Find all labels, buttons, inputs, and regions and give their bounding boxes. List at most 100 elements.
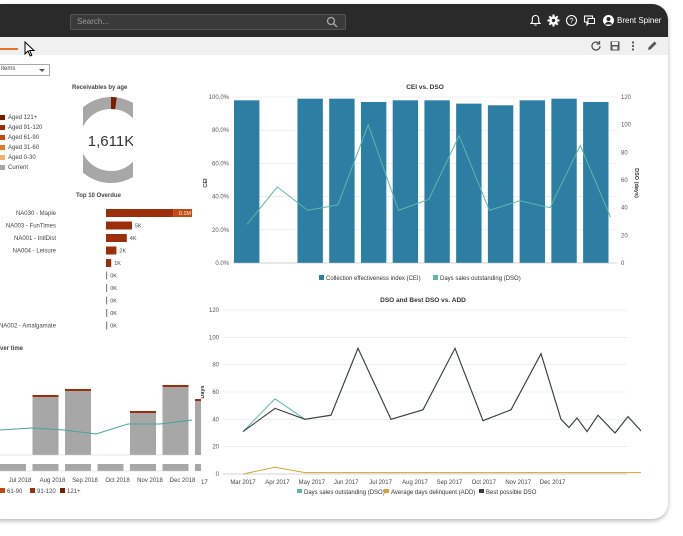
- overdue-bar: [106, 284, 108, 292]
- y-tick-label: 80.0%: [212, 128, 230, 134]
- aging-bar-overdue: [32, 395, 59, 397]
- refresh-icon[interactable]: [590, 40, 602, 52]
- legend-label: Average days delinquent (ADD): [391, 490, 475, 496]
- x-tick-label: Jun 2017: [334, 480, 359, 486]
- dso-vs-add-chart: DSO and Best DSO vs. ADD 0 20 40 60 80 100 120 D…: [201, 297, 641, 496]
- y2-tick-label: 20: [621, 233, 628, 239]
- search-placeholder: Search...: [77, 17, 110, 26]
- aging-bar-lower: [0, 464, 26, 471]
- legend-swatch: [297, 489, 302, 493]
- x-tick-label: Oct 2018: [105, 478, 130, 484]
- filter-dropdown[interactable]: items: [0, 64, 50, 76]
- overdue-value-label: 0K: [110, 324, 117, 330]
- legend-label: Aged 61-90: [8, 135, 40, 141]
- aging-bar-lower: [195, 464, 201, 471]
- active-tab-indicator: [0, 48, 18, 50]
- chevron-down-icon: [39, 69, 45, 72]
- y2-tick-label: 0: [621, 261, 625, 267]
- legend-swatch: [433, 275, 438, 280]
- y-tick-label: 60.0%: [212, 161, 230, 167]
- x-tick-label: Jul 2018: [9, 478, 32, 484]
- overdue-customer-label: NA004 - Leisure: [13, 249, 57, 255]
- overdue-value-label: 1K: [114, 261, 121, 267]
- cei-bar: [456, 103, 482, 263]
- legend-swatch: [0, 155, 5, 160]
- x-tick-label: Nov 2017: [505, 480, 531, 486]
- legend-swatch: [60, 488, 65, 493]
- help-icon[interactable]: ?: [565, 14, 578, 27]
- receivables-title: Receivables by age: [72, 85, 128, 91]
- x-tick-label: Aug 2017: [402, 480, 428, 486]
- legend-swatch: [0, 145, 5, 150]
- legend-swatch: [0, 115, 5, 120]
- overdue-bar: [106, 209, 174, 217]
- legend-swatch: [319, 275, 324, 280]
- legend-label: Aged 91-120: [8, 125, 43, 131]
- trend-line: [0, 419, 193, 435]
- x-tick-label: Aug 2018: [40, 478, 66, 484]
- legend-label: Days sales outstanding (DSO): [304, 490, 385, 496]
- overdue-bar: [106, 321, 108, 330]
- aging-bar-overdue: [162, 385, 189, 387]
- gear-icon[interactable]: [547, 14, 560, 27]
- overdue-value-label: 0K: [110, 286, 117, 292]
- legend-label: Best possible DSO: [486, 490, 537, 496]
- chat-icon[interactable]: [583, 14, 596, 27]
- search-input[interactable]: Search...: [70, 14, 346, 30]
- series-line: [242, 346, 641, 434]
- over-time-title: ver time: [0, 346, 24, 352]
- overdue-bar: [106, 221, 132, 230]
- top10-chart: NA030 - Maple 0.1M NA003 - FunTimes 5K NA001…: [0, 209, 192, 330]
- chart-title: CEI vs. DSO: [406, 84, 444, 91]
- svg-text:?: ?: [569, 16, 573, 25]
- y-tick-label: 0.0%: [215, 261, 229, 267]
- legend-swatch: [30, 488, 35, 493]
- x-tick-label: Oct 2017: [472, 480, 497, 486]
- aging-bar-current: [195, 401, 201, 455]
- cei-bar: [234, 100, 260, 263]
- y2-tick-label: 120: [621, 95, 632, 101]
- edit-icon[interactable]: [646, 40, 658, 52]
- search-icon: [326, 16, 338, 28]
- legend-swatch: [479, 489, 484, 493]
- overdue-customer-label: NA001 - IntlDist: [14, 236, 56, 242]
- aging-bar-lower: [162, 464, 189, 471]
- legend-swatch: [0, 165, 5, 170]
- y2-tick-label: 40: [621, 206, 628, 212]
- overdue-value-label: 0K: [110, 311, 117, 317]
- user-name[interactable]: Brent Spiner: [617, 16, 662, 25]
- x-tick-label: 17: [201, 480, 208, 486]
- series-line: [242, 347, 641, 434]
- y-axis-label: CEI: [203, 178, 209, 188]
- aging-bar-current: [130, 413, 156, 455]
- user-avatar-icon[interactable]: [602, 14, 615, 27]
- cei-bar: [360, 101, 387, 263]
- more-options-icon[interactable]: [627, 40, 639, 52]
- cei-bar: [297, 98, 323, 263]
- mouse-cursor-icon: [24, 41, 36, 57]
- y2-tick-label: 100: [621, 123, 632, 129]
- cei-bar: [551, 98, 577, 263]
- y2-axis-label: DSO (days): [633, 168, 639, 198]
- legend-swatch: [0, 488, 5, 493]
- bell-icon[interactable]: [529, 14, 542, 27]
- aging-bar-lower: [130, 464, 156, 471]
- aging-bar-current: [32, 397, 59, 455]
- save-icon[interactable]: [609, 40, 621, 52]
- aging-bar-lower: [65, 464, 91, 471]
- legend-swatch: [384, 489, 389, 493]
- overdue-bar-segment: [173, 209, 192, 217]
- overdue-customer-label: NA030 - Maple: [16, 211, 57, 217]
- overdue-customer-label: NA003 - FunTimes: [6, 224, 56, 230]
- overdue-value-label: 5K: [135, 224, 142, 230]
- donut-overdue-segment: [83, 97, 133, 183]
- legend-label: 121+: [67, 489, 81, 495]
- legend-label: 61-90: [7, 489, 23, 495]
- legend-label: Collection effectiveness index (CEI): [326, 276, 421, 282]
- chart-title: DSO and Best DSO vs. ADD: [380, 297, 466, 304]
- y2-tick-label: 80: [621, 150, 628, 156]
- legend-item: Aged 91-120: [0, 125, 42, 131]
- cei-bar: [487, 105, 514, 263]
- y-tick-label: 0: [216, 472, 220, 478]
- y-tick-label: 120: [209, 308, 220, 314]
